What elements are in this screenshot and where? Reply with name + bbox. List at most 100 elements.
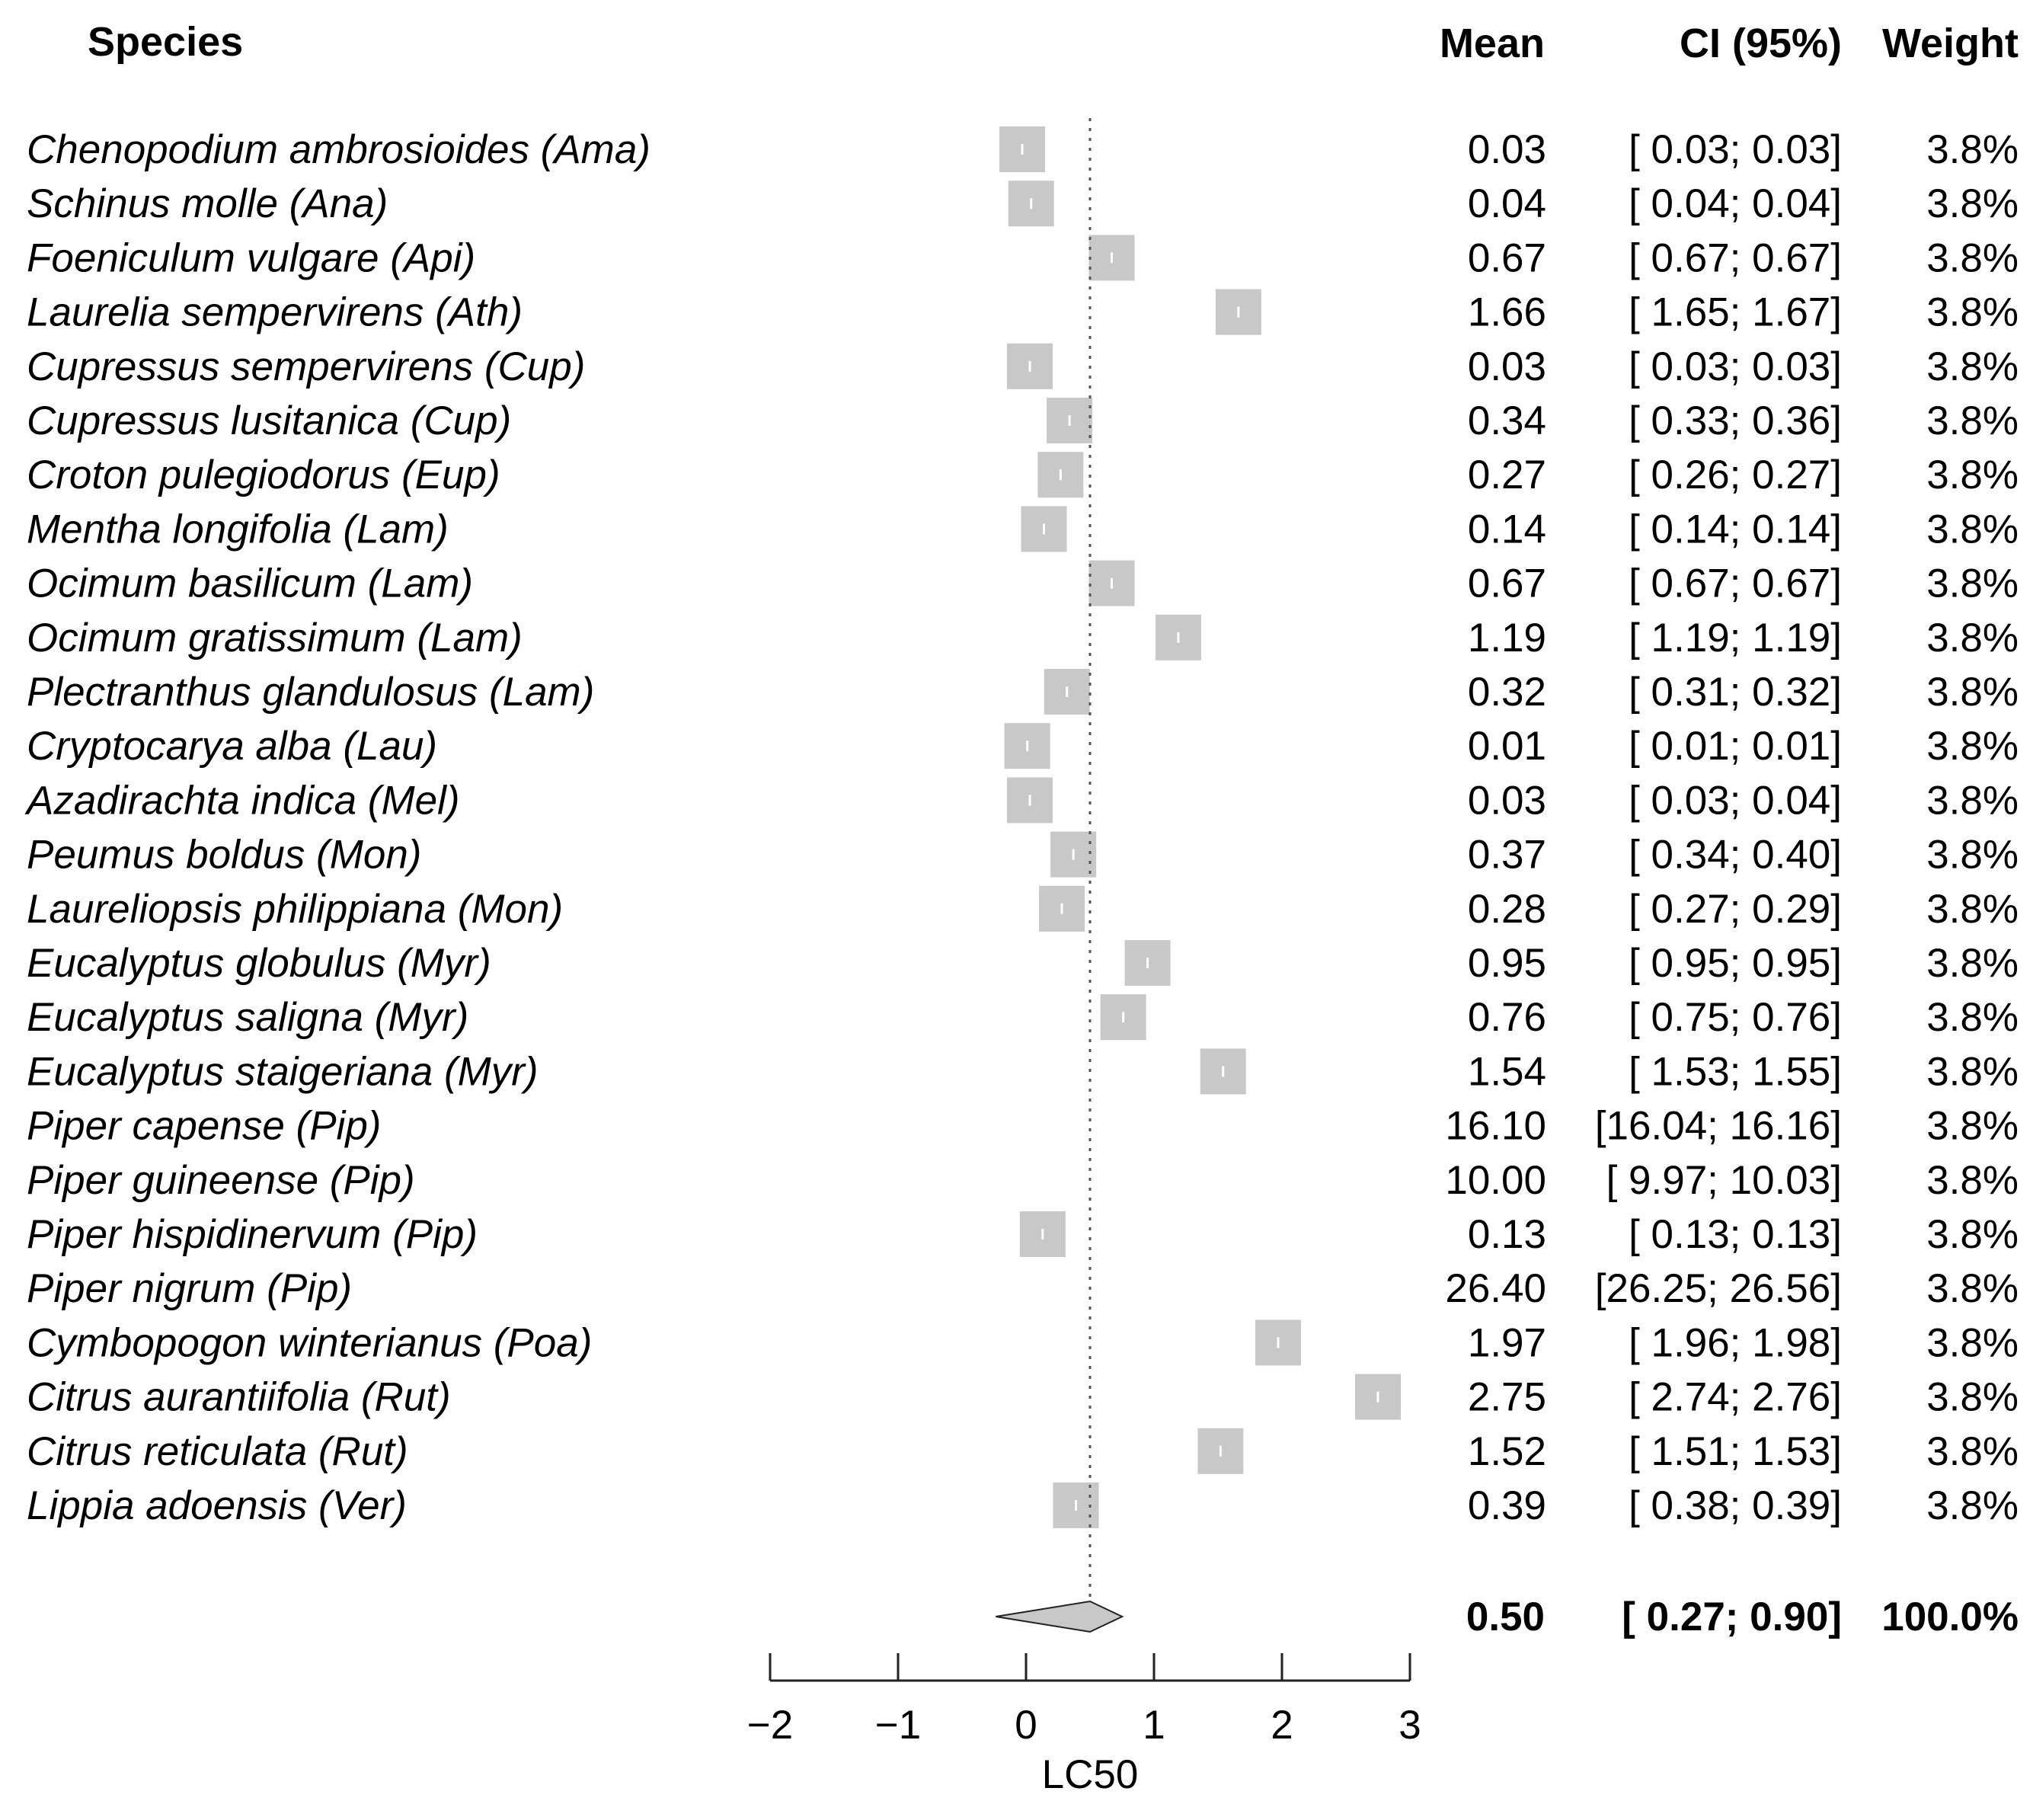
header-species: Species [88,19,243,65]
table-row: Piper capense (Pip) 16.10 [16.04; 16.16] 3.… [27,1104,2019,1149]
ci-value: [ 0.95; 0.95] [1629,941,1842,986]
ci-value: [ 0.27; 0.29] [1629,887,1842,932]
species-name: Chenopodium ambrosioides (Ama) [27,127,650,172]
ci-value: [ 0.01; 0.01] [1629,724,1842,769]
weight-value: 3.8% [1926,127,2019,172]
table-row: Ocimum basilicum (Lam) 0.67 [ 0.67; 0.67] 3… [27,561,2019,606]
table-row: Ocimum gratissimum (Lam) 1.19 [ 1.19; 1.19… [27,616,2019,661]
mean-value: 2.75 [1468,1375,1546,1420]
species-name: Laureliopsis philippiana (Mon) [27,887,563,932]
table-row: Citrus aurantiifolia (Rut) 2.75 [ 2.74; 2.… [27,1375,2019,1420]
ci-value: [ 0.04; 0.04] [1629,181,1842,226]
weight-value: 3.8% [1926,941,2019,986]
weight-value: 3.8% [1926,724,2019,769]
table-row: Foeniculum vulgare (Api) 0.67 [ 0.67; 0.67… [27,235,2019,280]
ci-value: [ 9.97; 10.03] [1606,1158,1842,1203]
mean-value: 0.27 [1468,453,1546,497]
species-name: Croton pulegiodorus (Eup) [27,453,500,497]
ci-value: [ 0.31; 0.32] [1629,670,1842,715]
x-axis-label: LC50 [1042,1752,1139,1797]
species-name: Peumus boldus (Mon) [27,833,421,878]
table-row: Chenopodium ambrosioides (Ama) 0.03 [ 0.03… [27,127,2019,172]
header-ci: CI (95%) [1680,21,1842,66]
x-tick-label: 1 [1143,1703,1165,1748]
species-name: Piper guineense (Pip) [27,1158,415,1203]
header-mean: Mean [1440,21,1545,66]
ci-value: [ 0.03; 0.03] [1629,344,1842,389]
weight-value: 3.8% [1926,344,2019,389]
species-name: Piper hispidinervum (Pip) [27,1212,478,1257]
ci-value: [ 2.74; 2.76] [1629,1375,1842,1420]
weight-value: 3.8% [1926,1375,2019,1420]
mean-value: 1.54 [1468,1049,1546,1094]
header-weight: Weight [1882,21,2019,66]
mean-value: 10.00 [1445,1158,1546,1203]
mean-value: 0.04 [1468,181,1546,226]
mean-value: 0.28 [1468,887,1546,932]
mean-value: 16.10 [1445,1104,1546,1149]
summary-ci: [ 0.27; 0.90] [1622,1594,1842,1639]
study-marks [999,126,1401,1528]
species-name: Citrus reticulata (Rut) [27,1429,408,1474]
ci-value: [ 0.03; 0.03] [1629,127,1842,172]
mean-value: 0.76 [1468,995,1546,1040]
species-name: Cupressus sempervirens (Cup) [27,344,585,389]
species-name: Plectranthus glandulosus (Lam) [27,670,594,715]
mean-value: 1.19 [1468,616,1546,661]
mean-value: 1.52 [1468,1429,1546,1474]
mean-value: 0.03 [1468,127,1546,172]
mean-value: 0.95 [1468,941,1546,986]
table-row: Schinus molle (Ana) 0.04 [ 0.04; 0.04] 3.8% [27,181,2019,226]
weight-value: 3.8% [1926,1212,2019,1257]
table-row: Piper nigrum (Pip) 26.40 [26.25; 26.56] 3.8… [27,1266,2019,1311]
species-name: Cryptocarya alba (Lau) [27,724,437,769]
mean-value: 0.32 [1468,670,1546,715]
species-name: Foeniculum vulgare (Api) [27,235,475,280]
weight-value: 3.8% [1926,1049,2019,1094]
table-row: Azadirachta indica (Mel) 0.03 [ 0.03; 0.04… [24,778,2019,823]
table-row: Cymbopogon winterianus (Poa) 1.97 [ 1.96; … [27,1320,2019,1365]
species-name: Cupressus lusitanica (Cup) [27,398,511,443]
weight-value: 3.8% [1926,507,2019,552]
ci-value: [ 1.53; 1.55] [1629,1049,1842,1094]
table-row: Eucalyptus globulus (Myr) 0.95 [ 0.95; 0.9… [27,941,2019,986]
mean-value: 0.01 [1468,724,1546,769]
mean-value: 0.67 [1468,235,1546,280]
table-row: Citrus reticulata (Rut) 1.52 [ 1.51; 1.53]… [27,1429,2019,1474]
ci-value: [26.25; 26.56] [1595,1266,1842,1311]
weight-value: 3.8% [1926,887,2019,932]
table-row: Cupressus sempervirens (Cup) 0.03 [ 0.03; … [27,344,2019,389]
weight-value: 3.8% [1926,1429,2019,1474]
species-name: Lippia adoensis (Ver) [27,1483,407,1528]
species-name: Azadirachta indica (Mel) [24,778,460,823]
summary-diamond [996,1600,1124,1633]
table-row: Lippia adoensis (Ver) 0.39 [ 0.38; 0.39] 3.… [27,1483,2019,1528]
table-row: Cryptocarya alba (Lau) 0.01 [ 0.01; 0.01] 3… [27,724,2019,769]
ci-value: [ 0.03; 0.04] [1629,778,1842,823]
species-name: Schinus molle (Ana) [27,181,388,226]
mean-value: 0.34 [1468,398,1546,443]
weight-value: 3.8% [1926,235,2019,280]
mean-value: 1.97 [1468,1320,1546,1365]
species-name: Laurelia sempervirens (Ath) [27,290,523,335]
x-tick-label: 2 [1271,1703,1293,1748]
weight-value: 3.8% [1926,1158,2019,1203]
x-tick-label: 0 [1015,1703,1037,1748]
weight-value: 3.8% [1926,778,2019,823]
weight-value: 3.8% [1926,1104,2019,1149]
table-row: Plectranthus glandulosus (Lam) 0.32 [ 0.31… [27,670,2019,715]
weight-value: 3.8% [1926,1266,2019,1311]
table-row: Eucalyptus saligna (Myr) 0.76 [ 0.75; 0.76… [27,995,2019,1040]
x-tick-label: 3 [1398,1703,1421,1748]
table-row: Eucalyptus staigeriana (Myr) 1.54 [ 1.53; … [27,1049,2019,1094]
ci-value: [ 0.67; 0.67] [1629,561,1842,606]
mean-value: 0.14 [1468,507,1546,552]
species-name: Ocimum gratissimum (Lam) [27,616,523,661]
weight-value: 3.8% [1926,1320,2019,1365]
mean-value: 26.40 [1445,1266,1546,1311]
species-name: Eucalyptus globulus (Myr) [27,941,491,986]
x-axis: −2 −1 0 1 2 3 [747,1653,1421,1748]
x-tick-label: −1 [875,1703,921,1748]
species-name: Eucalyptus staigeriana (Myr) [27,1049,539,1094]
weight-value: 3.8% [1926,670,2019,715]
